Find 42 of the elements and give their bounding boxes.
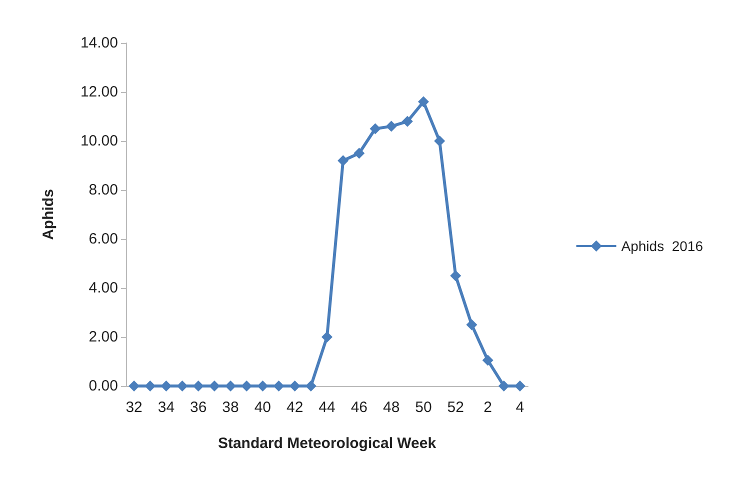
point — [450, 270, 462, 282]
point — [370, 123, 381, 134]
x-tick-label: 32 — [126, 399, 142, 416]
y-tick-label: 14.00 — [80, 34, 118, 52]
y-tick-label: 0.00 — [88, 378, 118, 394]
point — [160, 380, 172, 392]
y-tick-label: 12.00 — [80, 84, 118, 100]
x-tick-label: 36 — [190, 399, 207, 416]
x-tick-label: 50 — [415, 399, 432, 416]
x-tick-label: 38 — [222, 399, 239, 416]
point — [354, 148, 365, 159]
point — [402, 116, 413, 127]
point — [338, 155, 349, 166]
y-tick-label: 10.00 — [80, 132, 118, 150]
point — [482, 354, 494, 366]
y-tick-label: 2.00 — [88, 328, 118, 346]
x-tick-label: 52 — [447, 399, 464, 416]
x-tick-label: 34 — [158, 399, 175, 416]
point — [466, 319, 478, 330]
x-tick-label: 40 — [254, 399, 272, 416]
x-tick-label: 48 — [382, 399, 400, 416]
x-tick-label: 4 — [516, 399, 524, 416]
point — [192, 380, 204, 392]
y-axis-title: Aphids — [40, 189, 57, 240]
point — [322, 332, 332, 342]
y-tick-label: 4.00 — [88, 280, 118, 296]
point — [273, 380, 284, 392]
point — [418, 96, 429, 108]
point — [257, 380, 268, 392]
y-tick-label: 6.00 — [88, 230, 118, 248]
point — [289, 380, 300, 392]
legend-label: Aphids 2016 — [621, 238, 704, 254]
point — [176, 380, 188, 392]
x-tick-label: 46 — [350, 399, 368, 416]
point — [498, 380, 510, 392]
y-tick-label: 8.00 — [88, 182, 118, 198]
point — [386, 120, 397, 132]
x-tick-label: 44 — [318, 399, 336, 416]
x-tick-label: 42 — [286, 399, 304, 416]
x-tick-label: 2 — [484, 399, 492, 416]
point — [434, 136, 446, 146]
x-axis-title: Standard Meteorological Week — [218, 435, 437, 452]
